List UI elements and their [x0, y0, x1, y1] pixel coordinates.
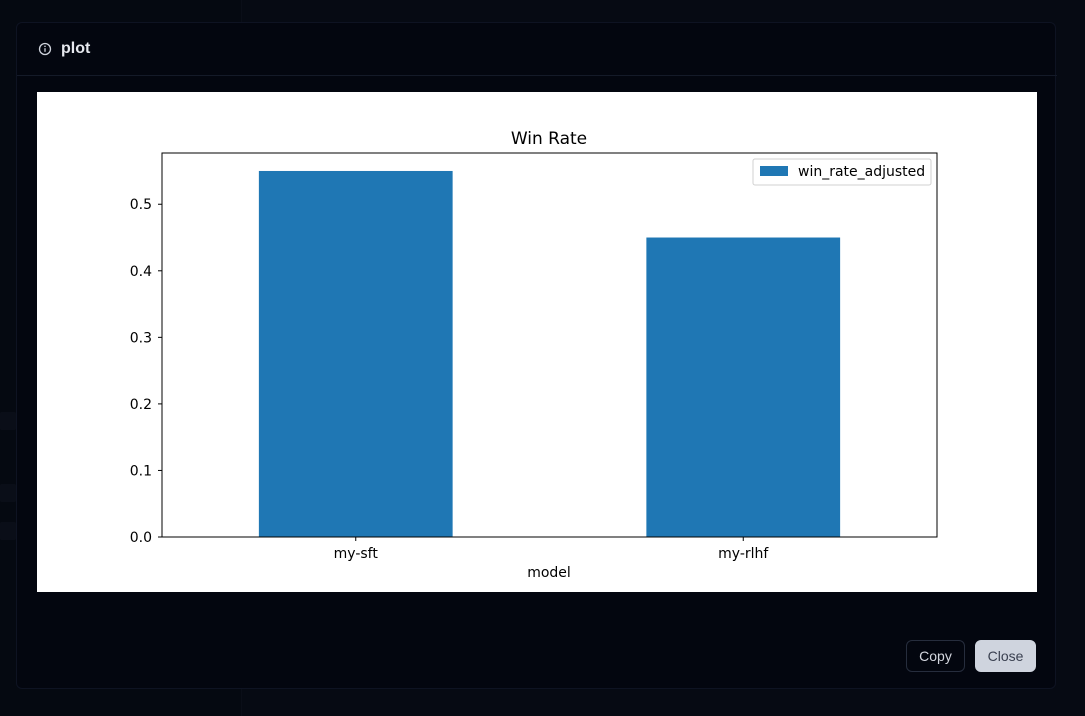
- chart-legend: win_rate_adjusted: [752, 158, 932, 186]
- x-tick-label: my-rlhf: [718, 546, 769, 562]
- legend-label: win_rate_adjusted: [798, 164, 925, 180]
- dialog-header: plot: [17, 23, 1057, 76]
- y-tick-label: 0.4: [130, 264, 152, 280]
- y-tick-label: 0.1: [130, 463, 152, 479]
- win-rate-chart: Win Rate 0.0 0.1 0.2 0.3 0.4 0.5 my-sft my-rlh…: [130, 129, 938, 581]
- info-icon: [38, 42, 52, 56]
- x-tick-label: my-sft: [334, 546, 379, 562]
- y-tick-label: 0.5: [130, 197, 152, 213]
- x-axis-label: model: [527, 565, 571, 581]
- plot-image: Win Rate 0.0 0.1 0.2 0.3 0.4 0.5 my-sft my-rlh…: [37, 92, 1037, 592]
- bar-my-sft: [258, 170, 453, 537]
- plot-frame: [161, 152, 938, 538]
- close-button[interactable]: Close: [975, 640, 1036, 672]
- legend-swatch: [760, 166, 788, 176]
- copy-button[interactable]: Copy: [906, 640, 965, 672]
- chart-title: Win Rate: [511, 129, 587, 149]
- y-tick-label: 0.0: [130, 530, 152, 546]
- legend-frame: [752, 158, 932, 186]
- plot-dialog: plot Win Rate 0.0 0.1 0.2 0.3 0.4 0.5 my-sft m…: [16, 22, 1057, 689]
- y-tick-label: 0.3: [130, 330, 152, 346]
- y-tick-label: 0.2: [130, 397, 152, 413]
- bar-my-rlhf: [646, 237, 841, 537]
- dialog-footer: Copy Close: [906, 640, 1036, 672]
- dialog-title: plot: [61, 40, 91, 57]
